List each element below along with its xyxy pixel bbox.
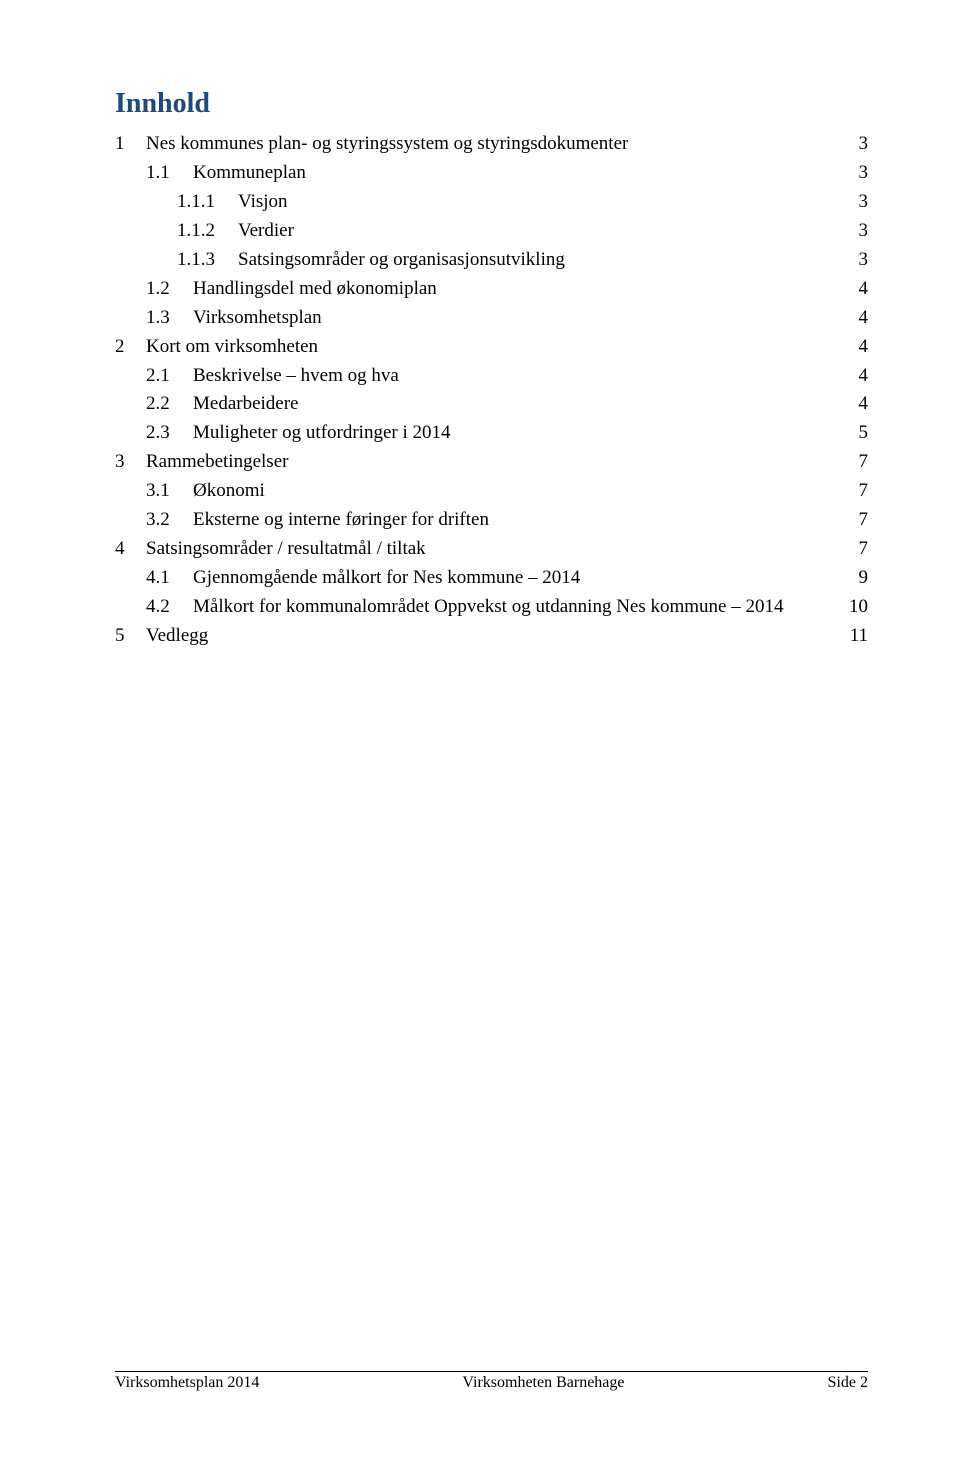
toc-entry-text: Gjennomgående målkort for Nes kommune – … [193,567,580,588]
toc-entry-number: 3 [115,452,146,472]
toc-entry-label: 2.1Beskrivelse – hvem og hva [146,366,399,386]
footer-left: Virksomhetsplan 2014 [115,1374,259,1392]
toc-entry-page: 4 [846,366,868,386]
toc-entry-page: 7 [846,539,868,559]
page-footer: Virksomhetsplan 2014 Virksomheten Barneh… [115,1371,868,1392]
toc-entry[interactable]: 2.3Muligheter og utfordringer i 2014 5 [115,423,868,443]
toc-entry[interactable]: 1.1.2Verdier 3 [115,221,868,241]
toc-entry-label: 1Nes kommunes plan- og styringssystem og… [115,134,628,154]
toc-entry-page: 4 [846,394,868,414]
toc-entry-label: 1.2Handlingsdel med økonomiplan [146,279,437,299]
toc-entry-text: Verdier [238,220,294,241]
toc-entry-number: 5 [115,626,146,646]
toc-entry-number: 3.1 [146,481,193,501]
toc-entry[interactable]: 1.3Virksomhetsplan 4 [115,308,868,328]
toc-entry-page: 4 [846,279,868,299]
toc-entry-page: 3 [846,134,868,154]
toc-entry-page: 4 [846,337,868,357]
toc-entry[interactable]: 1Nes kommunes plan- og styringssystem og… [115,134,868,154]
toc-entry-label: 3Rammebetingelser [115,452,288,472]
toc-entry-page: 7 [846,510,868,530]
toc-title: Innhold [115,88,868,120]
toc-entry[interactable]: 1.1.3Satsingsområder og organisasjonsutv… [115,250,868,270]
toc-entry-label: 5Vedlegg [115,626,208,646]
toc-entry-label: 1.1.1Visjon [177,192,288,212]
toc-entry-text: Økonomi [193,480,265,501]
toc-entry[interactable]: 2.2Medarbeidere 4 [115,394,868,414]
footer-center: Virksomheten Barnehage [462,1374,624,1392]
toc-entry[interactable]: 4.1Gjennomgående målkort for Nes kommune… [115,568,868,588]
toc-entry-number: 1 [115,134,146,154]
toc-entry-label: 2.3Muligheter og utfordringer i 2014 [146,423,451,443]
toc-entry-number: 4 [115,539,146,559]
toc-entry-text: Vedlegg [146,625,208,646]
toc-entry-text: Medarbeidere [193,393,299,414]
toc-entry[interactable]: 3.1Økonomi 7 [115,481,868,501]
toc-entry-label: 1.1Kommuneplan [146,163,306,183]
toc-entry-text: Muligheter og utfordringer i 2014 [193,422,451,443]
toc-entry-text: Beskrivelse – hvem og hva [193,365,399,386]
toc-entry-text: Kommuneplan [193,162,306,183]
toc-entry-number: 4.2 [146,597,193,617]
toc-entry-page: 3 [846,221,868,241]
toc-entry-label: 4Satsingsområder / resultatmål / tiltak [115,539,426,559]
toc-entry-label: 4.2Målkort for kommunalområdet Oppvekst … [146,597,784,617]
toc-entry-page: 11 [846,626,868,646]
table-of-contents: 1Nes kommunes plan- og styringssystem og… [115,134,868,646]
toc-entry-page: 3 [846,250,868,270]
toc-entry-page: 7 [846,452,868,472]
toc-entry-text: Kort om virksomheten [146,336,318,357]
toc-entry-text: Eksterne og interne føringer for driften [193,509,489,530]
toc-entry[interactable]: 4.2Målkort for kommunalområdet Oppvekst … [115,597,868,617]
toc-entry-number: 1.3 [146,308,193,328]
toc-entry-text: Satsingsområder og organisasjonsutviklin… [238,249,565,270]
toc-entry[interactable]: 1.1.1Visjon 3 [115,192,868,212]
toc-entry-page: 4 [846,308,868,328]
toc-entry-number: 1.2 [146,279,193,299]
toc-entry[interactable]: 2.1Beskrivelse – hvem og hva 4 [115,366,868,386]
toc-entry[interactable]: 2Kort om virksomheten 4 [115,337,868,357]
toc-entry-text: Nes kommunes plan- og styringssystem og … [146,133,628,154]
toc-entry-label: 2.2Medarbeidere [146,394,299,414]
toc-entry-label: 4.1Gjennomgående målkort for Nes kommune… [146,568,580,588]
toc-entry[interactable]: 3.2Eksterne og interne føringer for drif… [115,510,868,530]
toc-entry-number: 1.1.3 [177,250,238,270]
toc-entry-number: 1.1 [146,163,193,183]
page: Innhold 1Nes kommunes plan- og styringss… [0,0,960,1460]
toc-entry-text: Rammebetingelser [146,451,288,472]
toc-entry-label: 2Kort om virksomheten [115,337,318,357]
toc-entry-page: 5 [846,423,868,443]
toc-entry-page: 3 [846,192,868,212]
toc-entry-label: 1.1.2Verdier [177,221,294,241]
footer-right: Side 2 [828,1374,868,1392]
toc-entry-text: Virksomhetsplan [193,307,322,328]
toc-entry[interactable]: 4Satsingsområder / resultatmål / tiltak 7 [115,539,868,559]
toc-entry-page: 7 [846,481,868,501]
toc-entry-label: 3.1Økonomi [146,481,265,501]
toc-entry-page: 9 [846,568,868,588]
toc-entry-number: 2.3 [146,423,193,443]
toc-entry-number: 2.1 [146,366,193,386]
toc-entry-number: 3.2 [146,510,193,530]
toc-entry-page: 10 [846,597,868,617]
toc-entry-text: Satsingsområder / resultatmål / tiltak [146,538,426,559]
toc-entry-text: Handlingsdel med økonomiplan [193,278,437,299]
toc-entry-number: 2 [115,337,146,357]
toc-entry-label: 1.3Virksomhetsplan [146,308,322,328]
toc-entry-text: Målkort for kommunalområdet Oppvekst og … [193,596,784,617]
toc-entry[interactable]: 1.2Handlingsdel med økonomiplan 4 [115,279,868,299]
toc-entry-number: 2.2 [146,394,193,414]
toc-entry-number: 4.1 [146,568,193,588]
toc-entry-page: 3 [846,163,868,183]
toc-entry-label: 1.1.3Satsingsområder og organisasjonsutv… [177,250,565,270]
toc-entry[interactable]: 5Vedlegg 11 [115,626,868,646]
toc-entry-label: 3.2Eksterne og interne føringer for drif… [146,510,489,530]
toc-entry[interactable]: 1.1Kommuneplan 3 [115,163,868,183]
toc-entry[interactable]: 3Rammebetingelser 7 [115,452,868,472]
toc-entry-number: 1.1.2 [177,221,238,241]
toc-entry-number: 1.1.1 [177,192,238,212]
toc-entry-text: Visjon [238,191,288,212]
